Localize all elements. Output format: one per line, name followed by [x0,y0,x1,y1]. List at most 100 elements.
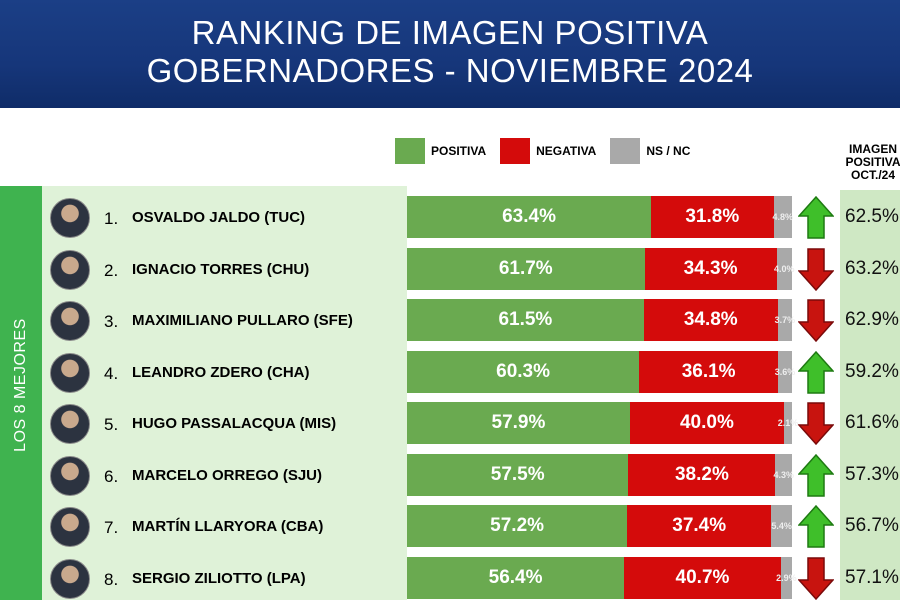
positive-bar: 56.4% [407,556,625,599]
data-label: 57.5% [490,463,545,485]
data-label: 2.1% [777,418,799,428]
data-label: 61.5% [498,309,553,330]
legend-label: NEGATIVA [536,144,597,158]
legend-swatch [610,138,641,164]
title-line-1: RANKING DE IMAGEN POSITIVA [191,14,709,51]
avatar [50,455,90,496]
data-label: 40.7% [675,566,730,588]
nsnc-bar: 2.9% [776,556,797,599]
positive-bar: 57.9% [407,402,630,444]
avatar [50,352,90,393]
rank: 3. [104,312,119,331]
arrow-up-icon [798,196,834,239]
side-strip [0,186,42,600]
previous-positive: 57.3% [845,463,899,485]
previous-positive: 61.6% [845,412,899,433]
governor-name: LEANDRO ZDERO (CHA) [132,363,310,381]
table-row: 8. SERGIO ZILIOTTO (LPA) 56.4% 40.7% 2.9% 57.… [0,556,900,601]
avatar [50,198,90,238]
negative-bar: 34.8% [643,299,778,341]
negative-bar: 31.8% [651,196,774,238]
rank: 5. [104,415,119,434]
previous-positive: 62.9% [845,309,899,330]
previous-positive: 57.1% [845,566,899,588]
arrow-up-icon [798,505,834,548]
prev-header-line: IMAGEN [849,142,897,156]
names-panel [42,186,407,600]
governor-name: MARCELO ORREGO (SJU) [132,466,323,484]
data-label: 4.3% [773,469,794,480]
prev-header-line: OCT./24 [850,168,895,182]
legend-item: NS / NC [610,138,690,164]
negative-bar: 34.3% [644,247,777,290]
data-label: 57.9% [491,412,546,433]
title-line-2: GOBERNADORES - NOVIEMBRE 2024 [146,52,754,89]
previous-positive: 63.2% [845,257,899,279]
negative-bar: 37.4% [627,505,772,547]
arrow-down-icon [798,402,834,446]
data-label: 34.8% [683,309,738,330]
arrow-up-icon [798,350,834,394]
avatar [50,301,90,341]
rank: 6. [104,466,119,486]
nsnc-bar: 3.6% [775,350,795,393]
rank: 2. [104,260,119,280]
table-row: 4. LEANDRO ZDERO (CHA) 60.3% 36.1% 3.6% 59.2% [0,350,900,395]
positive-bar: 61.5% [407,299,644,341]
data-label: 5.4% [771,521,792,531]
negative-bar: 36.1% [639,350,779,393]
negative-bar: 40.7% [624,556,781,599]
nsnc-bar: 4.8% [772,196,794,238]
legend-swatch [395,138,425,164]
arrow-down-icon [798,247,834,291]
data-label: 2.9% [776,572,797,583]
rank: 8. [104,569,119,589]
data-label: 37.4% [672,515,727,536]
governor-name: MAXIMILIANO PULLARO (SFE) [132,312,353,329]
legend-item: NEGATIVA [500,138,596,164]
data-label: 36.1% [681,360,736,382]
previous-positive: 62.5% [845,206,899,227]
data-label: 4.0% [774,263,795,274]
legend-item: POSITIVA [395,138,486,164]
avatar [50,507,90,547]
avatar [50,404,90,444]
table-row: 1. OSVALDO JALDO (TUC) 63.4% 31.8% 4.8% 62.5% [0,196,900,240]
positive-bar: 57.5% [407,453,629,496]
governor-name: HUGO PASSALACQUA (MIS) [132,415,337,432]
arrow-down-icon [798,556,834,600]
previous-positive: 56.7% [845,515,899,536]
data-label: 31.8% [685,206,740,227]
arrow-down-icon [798,299,834,343]
arrow-up-icon [798,453,834,497]
data-label: 3.6% [774,366,796,377]
nsnc-bar: 4.3% [773,453,794,496]
legend-label: NS / NC [646,144,691,158]
rank: 7. [104,518,119,537]
prev-header-line: POSITIVA [845,155,900,169]
data-label: 61.7% [498,257,553,279]
rank: 4. [104,363,119,383]
table-row: 2. IGNACIO TORRES (CHU) 61.7% 34.3% 4.0% 63.2… [0,247,900,292]
data-label: 3.7% [774,315,796,325]
table-row: 7. MARTÍN LLARYORA (CBA) 57.2% 37.4% 5.4% 56.… [0,505,900,549]
data-label: 4.8% [772,212,794,222]
table-row: 3. MAXIMILIANO PULLARO (SFE) 61.5% 34.8% 3.7… [0,299,900,343]
previous-positive: 59.2% [845,360,899,382]
previous-panel [840,190,900,600]
positive-bar: 63.4% [407,196,652,238]
nsnc-bar: 4.0% [774,247,795,290]
data-label: 56.4% [488,566,543,588]
data-label: 60.3% [496,360,550,382]
nsnc-bar: 5.4% [771,505,792,547]
data-label: 63.4% [502,206,556,227]
data-label: 34.3% [683,257,738,279]
legend: POSITIVA NEGATIVA NS / NC [395,138,704,164]
header: RANKING DE IMAGEN POSITIVA GOBERNADORES … [0,0,900,108]
data-label: 38.2% [674,463,729,485]
previous-month-header: IMAGEN POSITIVA OCT./24 [838,143,900,182]
legend-label: POSITIVA [431,144,487,158]
table-row: 6. MARCELO ORREGO (SJU) 57.5% 38.2% 4.3% 57.3… [0,453,900,498]
avatar [50,558,90,599]
rank: 1. [104,209,119,228]
